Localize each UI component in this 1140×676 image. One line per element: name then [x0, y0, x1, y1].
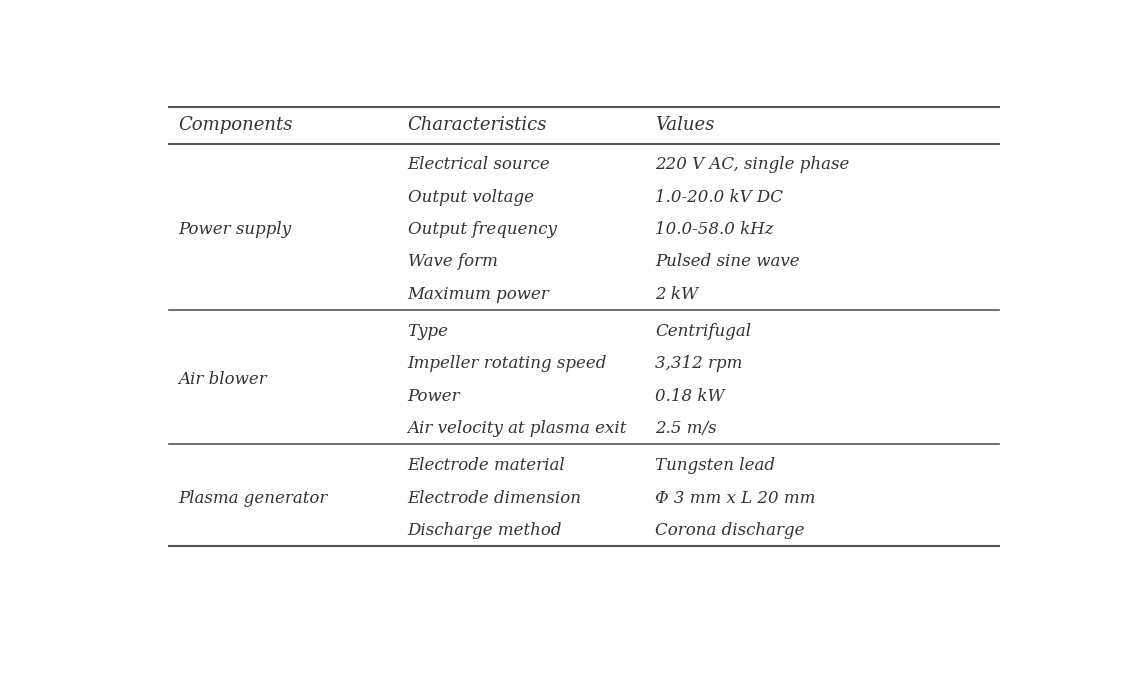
Text: 2 kW: 2 kW: [654, 285, 698, 303]
Text: Output frequency: Output frequency: [408, 221, 556, 238]
Text: 220 V AC, single phase: 220 V AC, single phase: [654, 156, 849, 174]
Text: Power supply: Power supply: [178, 221, 291, 238]
Text: Values: Values: [654, 116, 715, 135]
Text: Output voltage: Output voltage: [408, 189, 534, 206]
Text: Components: Components: [178, 116, 292, 135]
Text: 1.0-20.0 kV DC: 1.0-20.0 kV DC: [654, 189, 783, 206]
Text: Air blower: Air blower: [178, 371, 267, 389]
Text: Discharge method: Discharge method: [408, 522, 562, 539]
Text: Power: Power: [408, 387, 461, 404]
Text: Tungsten lead: Tungsten lead: [654, 457, 775, 475]
Text: 10.0-58.0 kHz: 10.0-58.0 kHz: [654, 221, 773, 238]
Text: Maximum power: Maximum power: [408, 285, 549, 303]
Text: 2.5 m/s: 2.5 m/s: [654, 420, 717, 437]
Text: Type: Type: [408, 323, 448, 340]
Text: Impeller rotating speed: Impeller rotating speed: [408, 356, 606, 372]
Text: 0.18 kW: 0.18 kW: [654, 387, 725, 404]
Text: Corona discharge: Corona discharge: [654, 522, 805, 539]
Text: Plasma generator: Plasma generator: [178, 489, 327, 506]
Text: Φ 3 mm x L 20 mm: Φ 3 mm x L 20 mm: [654, 489, 815, 506]
Text: Electrode material: Electrode material: [408, 457, 565, 475]
Text: Pulsed sine wave: Pulsed sine wave: [654, 254, 799, 270]
Text: Centrifugal: Centrifugal: [654, 323, 751, 340]
Text: Wave form: Wave form: [408, 254, 497, 270]
Text: Air velocity at plasma exit: Air velocity at plasma exit: [408, 420, 627, 437]
Text: Electrode dimension: Electrode dimension: [408, 489, 581, 506]
Text: 3,312 rpm: 3,312 rpm: [654, 356, 742, 372]
Text: Characteristics: Characteristics: [408, 116, 547, 135]
Text: Electrical source: Electrical source: [408, 156, 551, 174]
